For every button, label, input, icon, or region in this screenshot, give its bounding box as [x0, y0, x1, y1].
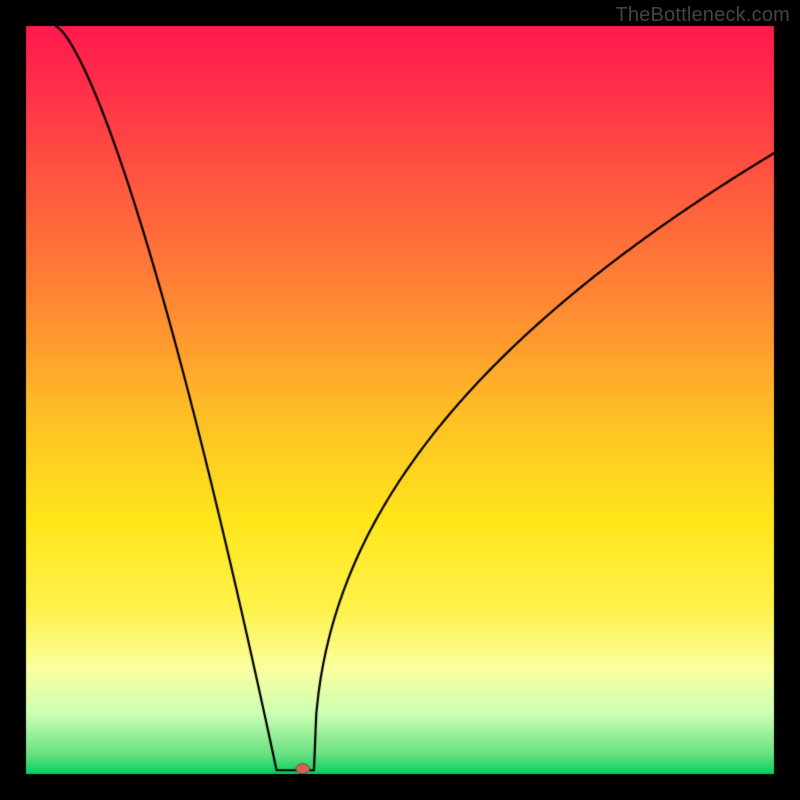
- chart-container: TheBottleneck.com: [0, 0, 800, 800]
- watermark-text: TheBottleneck.com: [615, 4, 790, 27]
- bottleneck-curve-chart: [0, 0, 800, 800]
